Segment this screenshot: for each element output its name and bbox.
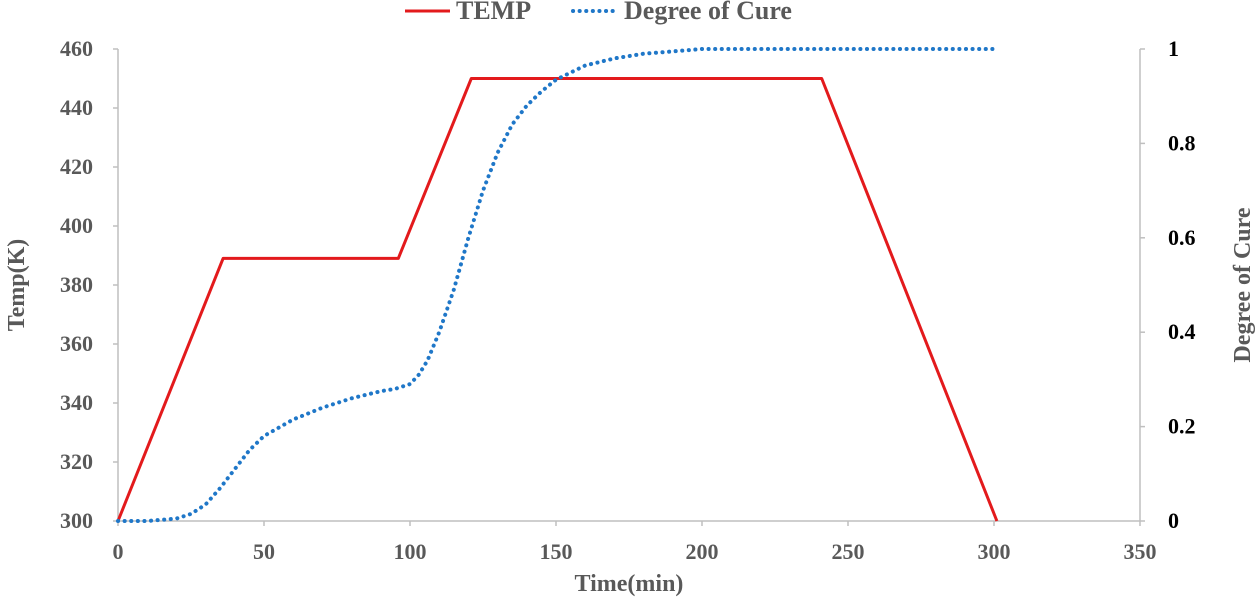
legend-label-degree-of-cure: Degree of Cure [624, 0, 792, 25]
x-tick-label: 300 [978, 539, 1011, 564]
y-tick-label: 460 [60, 36, 93, 61]
y-tick-label: 440 [60, 95, 93, 120]
y-tick-label: 360 [60, 331, 93, 356]
x-axis-title: Time(min) [575, 571, 684, 597]
y-tick-label: 320 [60, 449, 93, 474]
series-line-temp [116, 77, 999, 522]
series-layer [116, 47, 999, 523]
legend: TEMP Degree of Cure [405, 0, 792, 25]
axes-layer [113, 48, 1145, 526]
x-tick-label: 50 [253, 539, 275, 564]
y2-tick-label: 0.6 [1168, 225, 1196, 250]
y2-axis-title: Degree of Cure [1230, 207, 1256, 362]
y2-tick-label: 1 [1168, 36, 1179, 61]
legend-label-temp: TEMP [456, 0, 531, 25]
y2-tick-label: 0 [1168, 508, 1179, 533]
x-tick-label: 0 [113, 539, 124, 564]
y-tick-label: 400 [60, 213, 93, 238]
x-tick-label: 100 [394, 539, 427, 564]
x-tick-label: 200 [686, 539, 719, 564]
y-tick-label: 340 [60, 390, 93, 415]
ticks-layer: 0 50 100 150 200 250 300 350 300 320 340 360 380 400 4… [60, 36, 1196, 564]
series-line-degree-of-cure [116, 47, 996, 523]
y2-tick-label: 0.4 [1168, 319, 1196, 344]
y-tick-label: 300 [60, 508, 93, 533]
x-tick-label: 350 [1124, 539, 1157, 564]
x-tick-label: 250 [832, 539, 865, 564]
x-tick-label: 150 [540, 539, 573, 564]
y2-tick-label: 0.8 [1168, 130, 1196, 155]
y2-tick-label: 0.2 [1168, 414, 1196, 439]
y-tick-label: 380 [60, 272, 93, 297]
y-axis-title: Temp(K) [4, 239, 30, 331]
y-tick-label: 420 [60, 154, 93, 179]
